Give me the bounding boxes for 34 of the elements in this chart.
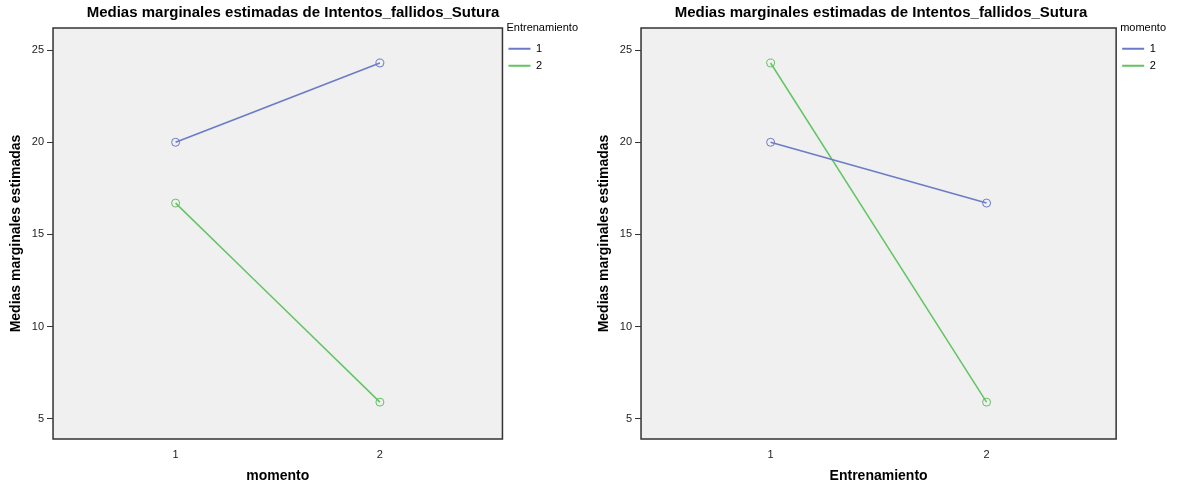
point: [375, 58, 385, 68]
y-tick-label: 25: [31, 43, 45, 56]
legend-label: 1: [1149, 41, 1156, 54]
x-axis-title: Entrenamiento: [829, 467, 928, 484]
legend-label: 2: [535, 58, 543, 71]
y-tick-label: 20: [31, 135, 45, 148]
point: [982, 198, 992, 208]
y-tick-label: 15: [31, 227, 45, 240]
x-tick-label: 2: [376, 447, 383, 460]
point: [766, 137, 776, 147]
y-axis-title: Medias marginales estimadas: [7, 134, 24, 333]
y-tick-label: 10: [31, 319, 45, 332]
y-tick-label: 5: [625, 411, 633, 424]
point: [171, 198, 181, 208]
y-tick-label: 20: [619, 135, 633, 148]
legend-title: Entrenamiento: [506, 20, 578, 33]
y-tick-label: 15: [619, 227, 633, 240]
point: [766, 58, 776, 68]
point: [982, 397, 992, 407]
x-axis-title: momento: [246, 467, 310, 484]
x-tick-label: 1: [172, 447, 179, 460]
x-tick-label: 1: [767, 447, 774, 460]
point: [171, 137, 181, 147]
legend-label: 2: [1149, 58, 1156, 71]
y-tick-label: 10: [619, 319, 633, 332]
y-tick-label: 5: [37, 411, 45, 424]
point: [375, 397, 385, 407]
y-axis-title: Medias marginales estimadas: [595, 134, 612, 333]
chart-title: Medias marginales estimadas de Intentos_fallidos_Sutura: [86, 3, 500, 21]
legend-title: momento: [1120, 20, 1166, 33]
y-tick-label: 25: [619, 43, 633, 56]
x-tick-label: 2: [983, 447, 990, 460]
legend-label: 1: [535, 41, 543, 54]
chart-title: Medias marginales estimadas de Intentos_fallidos_Sutura: [674, 3, 1088, 21]
